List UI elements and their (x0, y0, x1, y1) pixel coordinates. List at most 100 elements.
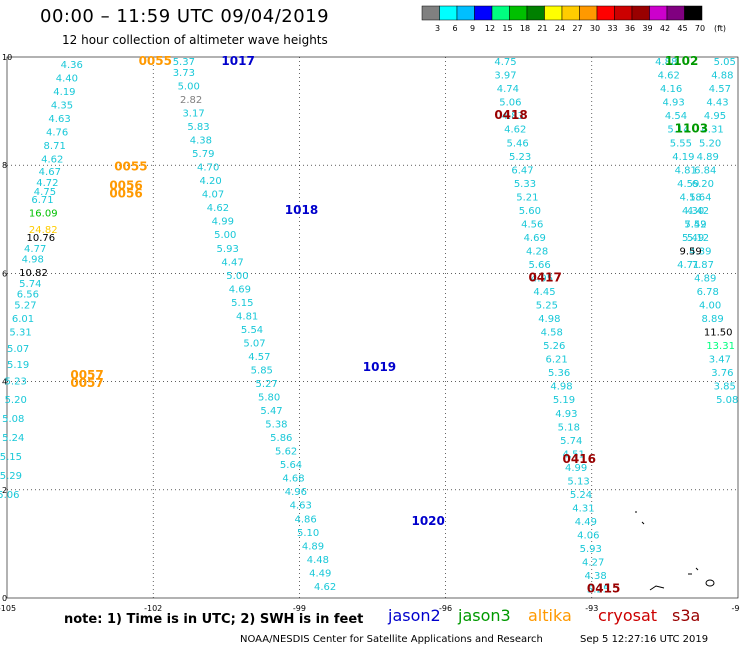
swh-value-jason3: 8.89 (701, 314, 723, 325)
swh-value-cryosat: 4.58 (541, 328, 563, 339)
colorbar-swatch (439, 5, 458, 21)
swh-value-jason2: 2.82 (180, 95, 202, 106)
swh-value-cryosat: 5.13 (567, 476, 589, 487)
pass-time-label: 0057 (70, 368, 103, 382)
colorbar-label: 6 (452, 24, 457, 33)
swh-value-jason3: 3.76 (711, 368, 733, 379)
colorbar-swatch (474, 5, 493, 21)
swh-value-altika: 4.63 (48, 114, 70, 125)
x-tick-label: -99 (293, 604, 306, 613)
timestamp: Sep 5 12:27:16 UTC 2019 (580, 634, 709, 645)
swh-value-jason3: 5.59 (684, 219, 706, 230)
colorbar-label: 42 (660, 24, 670, 33)
swh-value-cryosat: 4.28 (526, 246, 548, 257)
swh-value-jason3: 5.55 (670, 138, 692, 149)
swh-value-jason3: 6.20 (692, 179, 714, 190)
colorbar-swatch (596, 5, 615, 21)
swh-value-jason2: 4.68 (282, 474, 304, 485)
swh-value-jason3: 4.19 (672, 152, 694, 163)
swh-value-altika: 5.08 (2, 414, 24, 425)
swh-value-cryosat: 4.83 (502, 111, 524, 122)
swh-value-cryosat: 4.49 (575, 517, 597, 528)
swh-value-jason2: 5.85 (251, 365, 273, 376)
y-tick-label: 4 (2, 378, 7, 387)
swh-value-cryosat: 5.60 (519, 206, 541, 217)
colorbar-swatch (526, 5, 545, 21)
y-tick-label: 8 (2, 161, 7, 170)
colorbar-label: 24 (555, 24, 565, 33)
swh-value-altika: 5.24 (2, 433, 24, 444)
swh-value-altika: 4.75 (34, 187, 56, 198)
pass-time-label: 0416 (563, 452, 596, 466)
swh-value-cryosat: 6.21 (546, 355, 568, 366)
swh-value-altika: 4.40 (56, 73, 78, 84)
swh-value-jason3: 4.59 (677, 179, 699, 190)
colorbar-label: 15 (502, 24, 512, 33)
swh-value-jason3: 5.64 (689, 192, 711, 203)
legend-jason3: jason3 (458, 606, 511, 625)
footnote: note: 1) Time is in UTC; 2) SWH is in fe… (64, 612, 364, 627)
swh-value-altika: 5.29 (0, 471, 22, 482)
swh-value-jason3: 13.31 (706, 341, 735, 352)
swh-value-jason3: 4.57 (709, 84, 731, 95)
grid (7, 57, 738, 598)
pass-time-label: 0055 (114, 160, 147, 174)
swh-value-jason3: 4.89 (694, 274, 716, 285)
swh-value-altika: 5.06 (0, 490, 20, 501)
pass-time-label: 0415 (587, 582, 620, 596)
swh-value-altika: 10.76 (26, 233, 55, 244)
swh-value-jason3: 4.93 (662, 98, 684, 109)
x-tick-label: -96 (439, 604, 452, 613)
colorbar-label: 3 (435, 24, 440, 33)
swh-value-jason2: 5.00 (226, 271, 248, 282)
chart-subtitle: 12 hour collection of altimeter wave hei… (62, 33, 328, 47)
swh-value-jason2: 4.62 (314, 582, 336, 593)
colorbar-swatch (544, 5, 563, 21)
swh-value-jason3: 4.71 (677, 260, 699, 271)
swh-value-cryosat: 4.31 (572, 503, 594, 514)
swh-value-cryosat: 5.25 (536, 301, 558, 312)
swh-value-jason3: 4.31 (701, 125, 723, 136)
swh-value-altika: 4.72 (36, 178, 58, 189)
swh-value-cryosat: 3.97 (494, 71, 516, 82)
swh-value-altika: 5.27 (14, 301, 36, 312)
swh-value-cryosat: 4.27 (582, 558, 604, 569)
swh-value-cryosat: 4.99 (565, 463, 587, 474)
colorbar-label: 21 (537, 24, 547, 33)
swh-value-jason2: 5.83 (187, 122, 209, 133)
swh-value-altika: 5.31 (9, 328, 31, 339)
swh-value-cryosat: 5.66 (528, 260, 550, 271)
pass-time-label: 1018 (285, 203, 318, 217)
swh-value-jason3: 4.18 (680, 192, 702, 203)
swh-value-cryosat: 5.33 (514, 179, 536, 190)
swh-value-cryosat: 4.74 (497, 84, 519, 95)
swh-value-cryosat: 5.74 (560, 436, 582, 447)
swh-value-jason2: 4.89 (302, 541, 324, 552)
swh-value-cryosat: 4.98 (550, 382, 572, 393)
swh-value-jason2: 5.07 (243, 338, 265, 349)
swh-value-altika: 4.77 (24, 244, 46, 255)
swh-value-jason2: 5.54 (241, 325, 263, 336)
colorbar-swatch (579, 5, 598, 21)
swh-value-altika: 4.36 (61, 60, 83, 71)
colorbar-label: 30 (590, 24, 600, 33)
swh-value-jason3: 4.54 (665, 111, 687, 122)
swh-value-altika: 10.82 (19, 268, 48, 279)
swh-value-jason2: 5.80 (258, 393, 280, 404)
x-tick-label: -93 (585, 604, 598, 613)
pass-time-label: 1020 (411, 514, 444, 528)
swh-value-cryosat: 4.56 (521, 219, 543, 230)
swh-value-jason2: 3.73 (173, 68, 195, 79)
swh-value-jason3: 4.00 (699, 301, 721, 312)
swh-value-cryosat: 5.46 (507, 138, 529, 149)
swh-value-altika: 4.62 (41, 154, 63, 165)
colorbar-label: 18 (520, 24, 530, 33)
colorbar-swatch (614, 5, 633, 21)
colorbar-swatch (666, 5, 685, 21)
swh-value-jason3: 5.49 (682, 233, 704, 244)
swh-value-altika: 6.56 (17, 290, 39, 301)
swh-value-cryosat: 4.75 (494, 57, 516, 68)
swh-value-altika: 5.19 (7, 360, 29, 371)
swh-value-cryosat: 5.24 (570, 490, 592, 501)
swh-value-cryosat: 4.51 (563, 449, 585, 460)
